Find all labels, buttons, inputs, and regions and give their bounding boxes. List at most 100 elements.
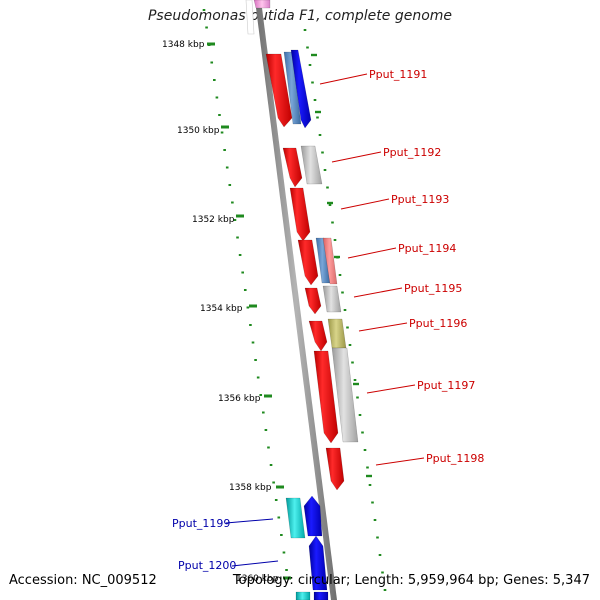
gene-glyph[interactable] [290,49,312,129]
scale-tick-label: 1356 kbp [218,394,261,404]
gene-glyph-pput-1192[interactable] [282,147,303,188]
scale-dot [213,79,216,81]
scale-tick-label: 1360 kbp [236,574,279,584]
scale-tick-mark [276,485,284,489]
scale-dot [215,96,219,99]
scale-dot [316,116,319,119]
gene-glyph[interactable] [300,145,323,185]
gene-glyph[interactable] [327,318,347,349]
gene-label-pput-1191[interactable]: Pput_1191 [369,68,427,81]
gene-glyph-pput-1199[interactable] [285,497,306,539]
scale-dot [366,466,369,469]
scale-tick-mark [249,304,257,308]
scale-dot [361,431,364,434]
gene-glyph[interactable] [322,285,342,313]
scale-dot [233,219,237,221]
scale-dot [282,551,286,554]
gene-label-pput-1199[interactable]: Pput_1199 [172,517,230,530]
scale-dot [272,481,275,484]
gene-label-leader [340,198,390,210]
scale-dot [373,519,377,521]
scale-dot [277,516,281,519]
scale-dot [285,569,288,571]
gene-glyph-pput-1195[interactable] [304,287,322,315]
scale-tick-label: 1352 kbp [192,215,235,225]
gene-label-leader [319,73,368,85]
gene-glyph[interactable] [313,591,329,600]
scale-dot [323,169,327,171]
gene-label-pput-1195[interactable]: Pput_1195 [404,282,462,295]
scale-dot [280,534,283,536]
gene-glyph-pput-1198[interactable] [325,447,345,491]
gene-label-leader [347,247,397,259]
gene-label-leader [366,384,416,394]
gene-glyph[interactable] [322,237,338,285]
scale-tick-label: 1354 kbp [200,304,243,314]
gene-label-pput-1193[interactable]: Pput_1193 [391,193,449,206]
scale-dot [210,61,214,64]
scale-dot [383,589,387,591]
scale-dot [259,394,263,396]
gene-glyph[interactable] [253,0,271,9]
scale-dot [326,186,329,189]
major-tick [334,255,340,259]
gene-label-pput-1197[interactable]: Pput_1197 [417,379,475,392]
scale-dot [251,341,255,344]
scale-dot [351,361,354,364]
feature-block [245,0,255,35]
scale-dot [353,379,357,381]
scale-dot [368,484,372,486]
scale-dot [238,254,242,256]
gene-label-pput-1192[interactable]: Pput_1192 [383,146,441,159]
scale-dot [346,326,349,329]
gene-label-leader [353,287,403,298]
gene-glyph-pput-1200[interactable] [308,535,328,591]
scale-dot [313,99,317,101]
genome-backbone [255,0,337,600]
scale-dot [267,446,270,449]
gene-label-pput-1200[interactable]: Pput_1200 [178,559,236,572]
scale-dot [264,429,268,431]
gene-glyph[interactable] [331,347,359,443]
scale-tick-label: 1350 kbp [177,126,220,136]
scale-dot [243,289,247,291]
gene-label-pput-1198[interactable]: Pput_1198 [426,452,484,465]
scale-dot [343,309,347,311]
scale-dot [308,64,312,66]
scale-tick-label: 1358 kbp [229,483,272,493]
gene-glyph[interactable] [295,591,311,600]
major-tick [353,382,359,386]
gene-glyph-pput-1191[interactable] [265,53,293,128]
scale-tick-label: 1348 kbp [162,40,205,50]
gene-glyph[interactable] [303,495,323,537]
scale-dot [274,499,278,501]
gene-glyph-pput-1196[interactable] [308,320,328,352]
scale-dot [236,236,239,239]
scale-dot [223,149,226,151]
scale-dot [318,134,322,136]
gene-label-leader [231,560,279,567]
gene-glyph-pput-1197[interactable] [313,350,339,444]
scale-dot [371,501,374,504]
gene-label-pput-1194[interactable]: Pput_1194 [398,242,456,255]
scale-tick-mark [207,42,215,46]
scale-dot [241,271,244,274]
gene-glyph-pput-1194[interactable] [297,239,319,286]
scale-dot [348,344,352,346]
scale-dot [205,26,208,29]
scale-dot [218,114,221,116]
scale-dot [262,411,265,414]
page-title: Pseudomonas putida F1, complete genome [147,8,453,24]
scale-dot [311,81,314,84]
scale-dot [303,29,307,31]
major-tick [327,201,333,205]
scale-dot [328,204,332,206]
gene-label-pput-1196[interactable]: Pput_1196 [409,317,467,330]
scale-dot [256,376,260,379]
gene-glyph[interactable] [283,51,302,125]
gene-glyph-pput-1193[interactable] [289,187,311,242]
scale-dot [333,239,337,241]
scale-tick-mark [264,394,272,398]
major-tick [366,474,372,478]
accession-text: Accession: NC_009512 [9,573,157,588]
